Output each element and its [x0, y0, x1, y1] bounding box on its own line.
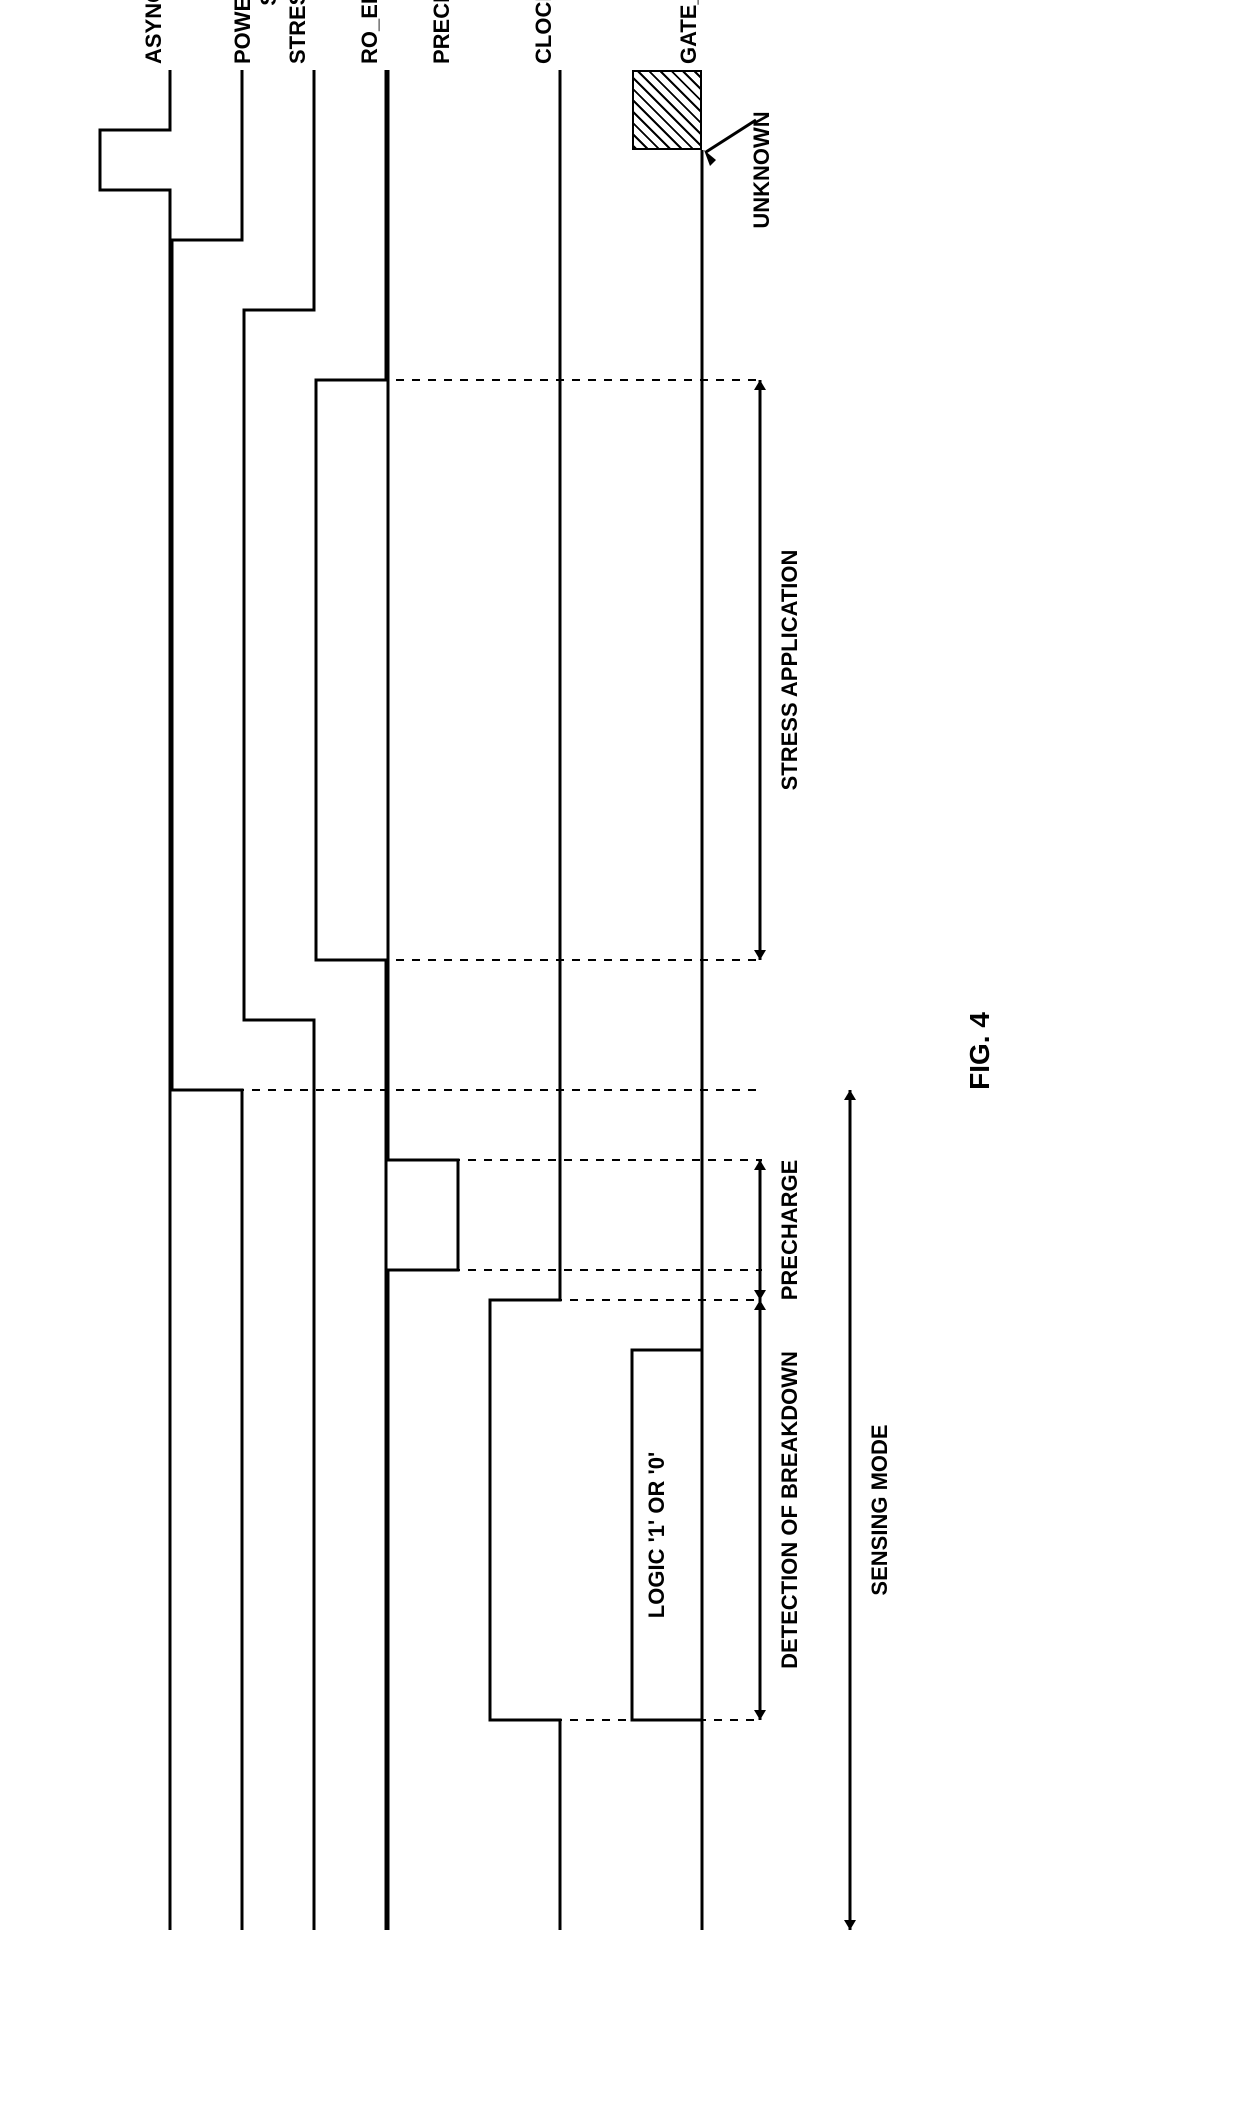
- annotation-sensing-mode: SENSING MODE: [867, 1424, 893, 1595]
- annotation-unknown: UNKNOWN: [749, 111, 775, 228]
- label-clock: CLOCK: [531, 0, 557, 64]
- annotation-detection: DETECTION OF BREAKDOWN: [777, 1351, 803, 1669]
- timing-svg: [0, 0, 1240, 2102]
- timing-diagram: ASYNC_RESET POWER_GATE/ SENSE_B STRESS_E…: [0, 0, 1240, 2102]
- label-precharge-b: PRECHARGE_B: [429, 0, 455, 64]
- unknown-region: [632, 70, 702, 150]
- annotation-stress-application: STRESS APPLICATION: [777, 550, 803, 791]
- annotation-logic-box-label: LOGIC '1' OR '0': [644, 1452, 670, 1618]
- label-ro-enable: RO_ENABLE: [357, 0, 383, 64]
- label-gate-ox-bd-sense: GATE_OX_BD_SENSE: [676, 0, 702, 64]
- annotation-precharge: PRECHARGE: [777, 1160, 803, 1301]
- label-async-reset: ASYNC_RESET: [141, 0, 167, 64]
- label-stress-enable: STRESS_ENABLE: [285, 0, 311, 64]
- figure-caption: FIG. 4: [964, 1012, 996, 1090]
- label-power-gate-sense-b: POWER_GATE/ SENSE_B: [230, 0, 282, 64]
